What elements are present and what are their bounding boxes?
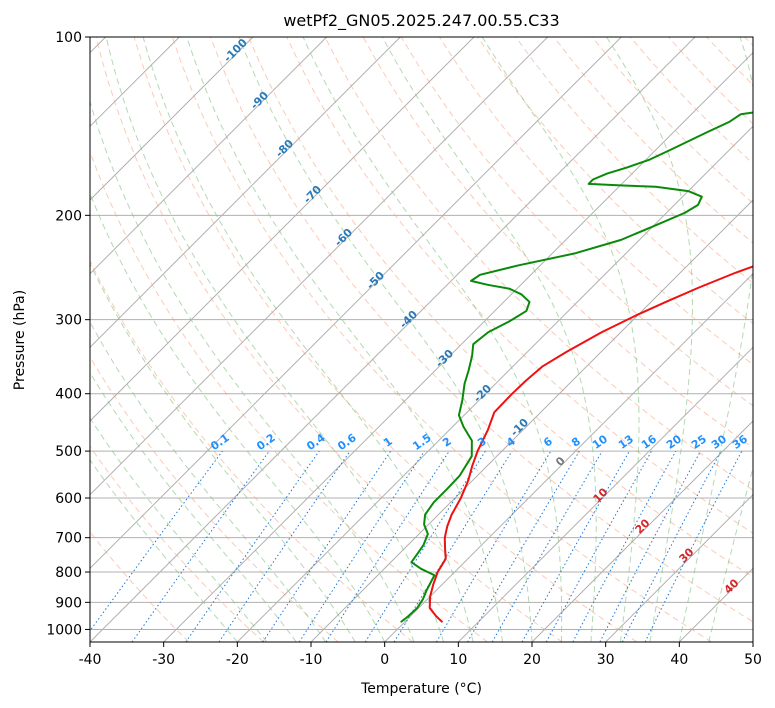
y-tick-label: 500 [55,444,82,460]
dry-adiabat-line [248,37,753,578]
x-tick-label: 50 [744,652,762,668]
isotherm-line [90,37,328,275]
x-tick-label: 40 [670,652,688,668]
isotherm-line [90,37,549,496]
isotherm-line [90,37,622,570]
dry-adiabat-line [210,37,753,623]
moist-adiabat-line [90,371,297,642]
y-tick-label: 800 [55,565,82,581]
moist-adiabat-line [381,37,597,642]
y-tick-label: 600 [55,491,82,507]
moist-adiabat-line [481,37,640,642]
mixing-ratio-line [572,450,677,642]
dewpoint-profile-line [400,111,753,623]
x-tick-label: -10 [300,652,323,668]
isotherm-line [384,272,753,642]
isotherm-line [90,37,401,349]
moist-adiabat-line [238,37,533,642]
temperature-profile-line [428,265,753,623]
dry-adiabat-line [90,445,264,642]
moist-adiabat-line [678,37,753,642]
y-tick-label: 200 [55,208,82,224]
dry-adiabat-line [90,259,414,642]
y-tick-label: 700 [55,531,82,547]
moist-adiabat-line [105,37,445,642]
moist-adiabats [90,37,753,642]
moist-adiabat-line [302,37,563,642]
x-axis-label: Temperature (°C) [360,681,482,697]
isotherm-grid [90,37,753,642]
x-tick-label: -20 [226,652,249,668]
moist-adiabat-line [90,262,356,642]
y-axis: 100 200 300 400 500 600 700 800 900 1000 [46,30,90,638]
y-tick-label: 300 [55,313,82,329]
mixing-ratio-line [521,450,630,642]
dry-adiabat-line [95,37,563,642]
x-tick-label: 0 [380,652,389,668]
moist-adiabat-line [186,37,504,642]
moist-adiabat-line [90,99,415,642]
y-tick-label: 1000 [46,622,82,638]
dry-adiabat-line [90,356,339,642]
isotherm-line [90,37,254,201]
dry-adiabats [90,37,753,642]
dry-adiabat-line [515,37,753,284]
moist-adiabat-line [90,192,386,642]
mixing-ratio-line [644,450,743,642]
chart-title: wetPf2_GN05.2025.247.00.55.C33 [283,11,559,31]
dry-adiabat-line [324,37,753,491]
moist-adiabat-line [90,417,268,642]
moist-adiabat-line [90,320,327,642]
x-tick-label: 20 [523,652,541,668]
mixing-ratio-line [131,450,270,642]
dry-adiabat-line [171,37,712,642]
sounding-series [400,111,753,623]
isotherm-line [605,493,753,642]
moist-adiabat-line [708,465,753,642]
mixing-ratio-line [298,450,425,642]
moist-adiabat-line [90,459,238,642]
mixing-ratio-lines [90,450,743,642]
mixing-ratio-line [90,450,223,632]
isotherm-line [90,37,475,422]
mixing-ratio-line [262,450,392,642]
isotherm-line [531,420,753,642]
mixing-ratio-line [545,450,653,642]
mixing-ratio-line [325,450,450,642]
x-tick-label: 10 [449,652,467,668]
y-tick-label: 400 [55,387,82,403]
x-tick-label: 30 [597,652,615,668]
dry-adiabat-line [286,37,753,534]
moist-adiabat-line [606,37,693,642]
x-tick-label: -40 [79,652,102,668]
isotherm-line [236,125,753,642]
dry-adiabat-line [133,37,638,642]
moist-adiabat-line [142,37,474,642]
isotherm-line [457,346,753,642]
mixing-ratio-line [218,450,351,642]
isotherm-line [90,37,696,642]
mixing-ratio-line [185,450,320,642]
x-axis: -40 -30 -20 -10 0 10 20 30 40 50 [79,642,762,668]
x-tick-label: -30 [152,652,175,668]
y-axis-label: Pressure (hPa) [12,290,28,390]
y-tick-label: 900 [55,595,82,611]
isotherm-line [163,51,753,642]
isobar-grid [90,37,753,630]
mixing-ratio-line [393,450,513,642]
plot-frame [89,36,754,643]
y-tick-label: 100 [55,30,82,46]
